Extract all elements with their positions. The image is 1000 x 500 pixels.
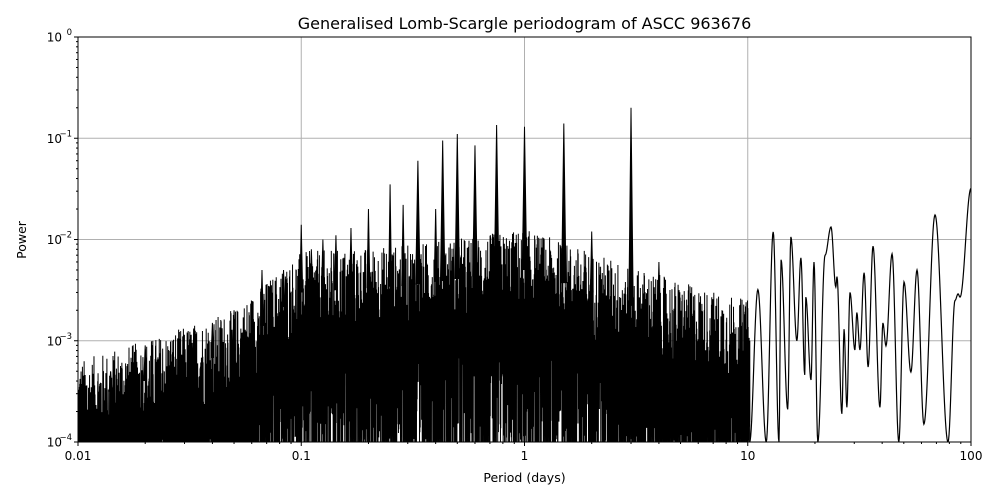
- y-tick-exponent: −1: [59, 129, 72, 139]
- y-tick-label: 10: [47, 31, 62, 45]
- y-tick-label: 10: [47, 334, 62, 348]
- y-tick-label: 10: [47, 436, 62, 450]
- periodogram-peak: [143, 345, 148, 382]
- periodogram-peak: [177, 340, 182, 370]
- x-axis: 0.01 0.1 1 10 100: [65, 442, 983, 463]
- periodogram-peak: [401, 204, 406, 286]
- plot-area: [78, 107, 971, 442]
- periodogram-peak: [309, 249, 314, 292]
- periodogram-peak: [299, 224, 304, 293]
- y-tick-exponent: −3: [59, 332, 72, 342]
- x-tick-label: 0.01: [65, 449, 92, 463]
- periodogram-peak: [320, 239, 325, 292]
- x-axis-label: Period (days): [483, 470, 565, 485]
- periodogram-peak: [472, 145, 478, 277]
- periodogram-peak: [454, 134, 460, 280]
- periodogram-peak: [493, 125, 500, 274]
- y-tick-exponent: 0: [67, 28, 72, 38]
- periodogram-peak: [232, 310, 236, 351]
- x-tick-label: 100: [960, 449, 983, 463]
- periodogram-peak: [260, 269, 264, 326]
- periodogram-peak: [281, 269, 286, 308]
- periodogram-peak: [561, 123, 567, 284]
- y-tick-exponent: −4: [59, 433, 72, 443]
- x-tick-label: 0.1: [292, 449, 311, 463]
- periodogram-noise-series: [78, 231, 751, 442]
- y-axis: 10−410−310−210−110 0: [47, 28, 78, 450]
- periodogram-peak: [210, 322, 215, 359]
- y-tick-label: 10: [47, 233, 62, 247]
- periodogram-peak: [191, 332, 196, 365]
- periodogram-peak: [366, 209, 371, 289]
- x-tick-label: 10: [740, 449, 755, 463]
- periodogram-peak: [657, 261, 661, 316]
- periodogram-peak: [628, 107, 634, 306]
- periodogram-peak: [439, 140, 446, 281]
- periodogram-peak: [388, 184, 392, 287]
- periodogram-peak: [415, 160, 421, 285]
- periodogram-peak: [433, 209, 438, 282]
- periodogram-peak: [108, 371, 113, 392]
- y-axis-label: Power: [14, 220, 29, 259]
- periodogram-peak: [589, 231, 594, 293]
- periodogram-peak: [349, 227, 353, 290]
- periodogram-peak: [521, 126, 528, 270]
- y-tick-exponent: −2: [59, 231, 72, 241]
- periodogram-long-period-series: [749, 187, 971, 442]
- periodogram-peak: [334, 235, 338, 291]
- y-tick-label: 10: [47, 132, 62, 146]
- x-tick-label: 1: [521, 449, 529, 463]
- chart-title: Generalised Lomb-Scargle periodogram of …: [298, 14, 752, 33]
